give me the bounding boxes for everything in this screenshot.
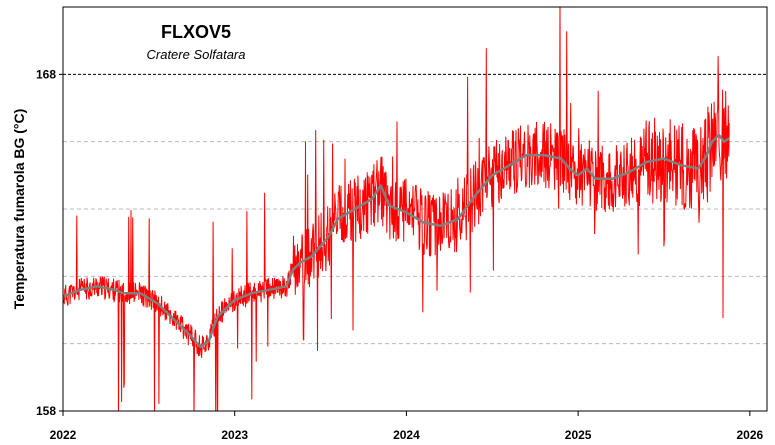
raw-series-line: [63, 7, 730, 411]
chart-subtitle: Cratere Solfatara: [147, 47, 246, 62]
x-tick-label: 2025: [565, 428, 592, 442]
x-tick-label: 2026: [736, 428, 763, 442]
axis-ticks: 2022 2023 2024 2025 2026 158 168: [36, 67, 764, 442]
y-tick-label: 158: [36, 404, 56, 418]
series-layer: [63, 7, 730, 411]
chart-title: FLXOV5: [161, 22, 231, 42]
x-tick-label: 2024: [393, 428, 420, 442]
plot-frame: [62, 6, 768, 412]
smoothed-series-line: [63, 133, 730, 349]
x-tick-label: 2023: [221, 428, 248, 442]
y-tick-label: 168: [36, 67, 56, 81]
x-tick-label: 2022: [50, 428, 77, 442]
y-axis-label: Temperatura fumarola BG (°C): [11, 109, 27, 310]
